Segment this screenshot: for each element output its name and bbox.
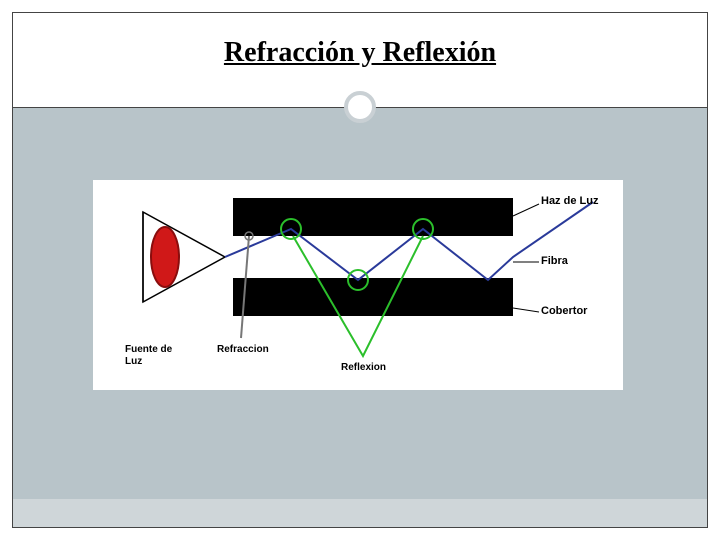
circle-accent-icon <box>344 91 376 123</box>
footer-bar <box>13 499 707 527</box>
slide-title: Refracción y Reflexión <box>13 37 707 69</box>
fiber-diagram: Haz de Luz Fibra Cobertor Fuente deLuz Refra… <box>93 180 623 390</box>
body-area: Haz de Luz Fibra Cobertor Fuente deLuz Refra… <box>13 108 707 499</box>
label-fibra: Fibra <box>541 255 569 267</box>
light-source-lens <box>151 227 179 287</box>
label-fuente-1: Fuente de <box>125 344 173 355</box>
label-cobertor: Cobertor <box>541 305 588 317</box>
title-area: Refracción y Reflexión <box>13 13 707 95</box>
diagram-svg: Haz de Luz Fibra Cobertor Fuente deLuz Refra… <box>93 180 623 390</box>
label-reflexion: Reflexion <box>341 362 386 373</box>
label-fuente-2: Luz <box>125 356 142 367</box>
slide-frame: Refracción y Reflexión Haz de Luz Fibra Co… <box>12 12 708 528</box>
fiber-core <box>233 236 513 278</box>
label-haz-de-luz: Haz de Luz <box>541 195 599 207</box>
label-refraccion: Refraccion <box>217 344 269 355</box>
